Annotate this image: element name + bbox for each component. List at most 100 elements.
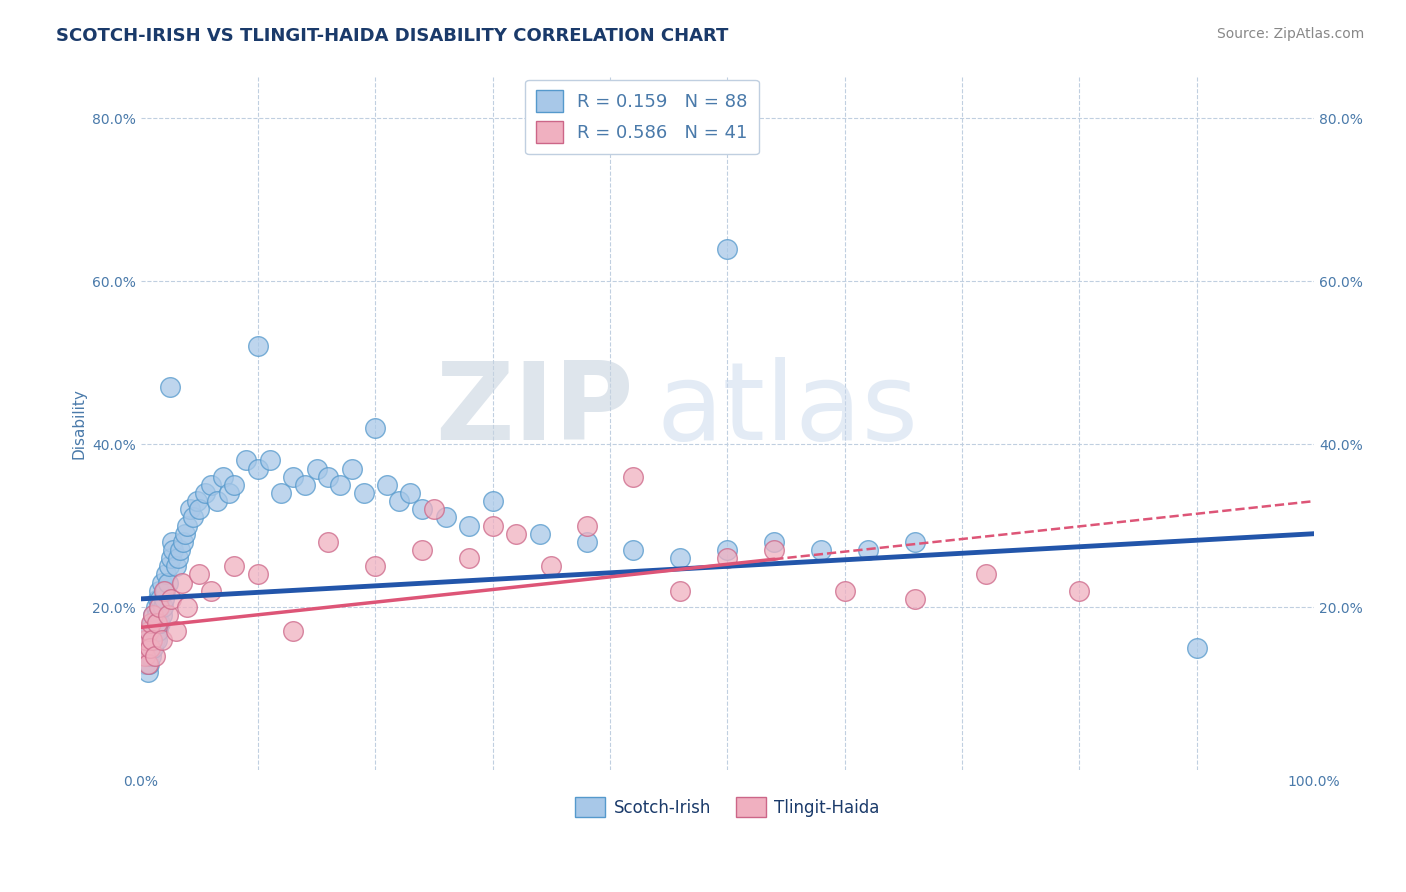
Point (148, 600, 170, 615)
Point (167, 551, 190, 566)
Point (136, 640, 159, 655)
Point (623, 469, 645, 483)
Point (434, 510, 457, 524)
Point (143, 616, 166, 631)
Legend: Scotch-Irish, Tlingit-Haida: Scotch-Irish, Tlingit-Haida (568, 790, 886, 824)
Point (141, 632, 163, 647)
Point (318, 469, 340, 483)
Point (458, 518, 481, 533)
Point (375, 478, 398, 492)
Point (138, 624, 160, 639)
Point (142, 608, 165, 623)
Point (270, 486, 292, 500)
Point (136, 657, 159, 671)
Point (135, 648, 157, 663)
Point (176, 600, 198, 615)
Point (176, 518, 198, 533)
Point (481, 494, 503, 508)
Point (162, 543, 184, 558)
Point (135, 632, 157, 647)
Point (353, 486, 375, 500)
Point (139, 640, 162, 655)
Point (669, 551, 692, 566)
Point (143, 632, 166, 647)
Point (281, 469, 304, 483)
Point (141, 632, 163, 647)
Point (305, 461, 328, 475)
Point (246, 461, 269, 475)
Point (235, 453, 257, 467)
Point (145, 600, 167, 615)
Point (423, 502, 446, 516)
Text: atlas: atlas (657, 357, 920, 463)
Point (139, 640, 162, 655)
Point (157, 559, 180, 574)
Point (169, 543, 191, 558)
Point (132, 640, 155, 655)
Point (153, 583, 176, 598)
Point (148, 616, 170, 631)
Point (146, 624, 169, 639)
Point (132, 640, 155, 655)
Point (138, 657, 160, 671)
Point (141, 616, 163, 631)
Point (160, 591, 183, 606)
Point (156, 608, 179, 623)
Point (146, 632, 169, 647)
Point (155, 567, 177, 582)
Point (153, 591, 176, 606)
Point (142, 608, 165, 623)
Point (399, 486, 422, 500)
Point (135, 632, 157, 647)
Point (716, 242, 738, 256)
Point (259, 453, 281, 467)
Point (575, 534, 598, 549)
Point (294, 478, 316, 492)
Point (623, 543, 645, 558)
Point (974, 567, 997, 582)
Point (148, 583, 170, 598)
Point (141, 640, 163, 655)
Point (150, 608, 173, 623)
Text: ZIP: ZIP (434, 357, 634, 463)
Point (575, 518, 598, 533)
Point (763, 543, 786, 558)
Point (156, 575, 179, 590)
Point (529, 526, 551, 541)
Point (856, 543, 879, 558)
Point (179, 502, 201, 516)
Point (205, 494, 228, 508)
Point (716, 551, 738, 566)
Point (138, 648, 160, 663)
Point (246, 339, 269, 353)
Point (146, 591, 169, 606)
Point (146, 616, 169, 631)
Point (411, 502, 433, 516)
Point (150, 575, 173, 590)
Point (134, 648, 156, 663)
Point (200, 478, 222, 492)
Point (904, 534, 927, 549)
Point (139, 624, 162, 639)
Point (165, 559, 187, 574)
Point (388, 494, 411, 508)
Point (834, 583, 856, 598)
Point (146, 608, 169, 623)
Point (505, 526, 527, 541)
Point (165, 624, 187, 639)
Y-axis label: Disability: Disability (72, 388, 86, 459)
Point (153, 583, 176, 598)
Point (458, 551, 481, 566)
Point (136, 665, 159, 680)
Point (160, 534, 183, 549)
Point (145, 624, 167, 639)
Point (340, 461, 363, 475)
Point (149, 591, 172, 606)
Point (411, 543, 433, 558)
Point (540, 559, 562, 574)
Point (174, 526, 197, 541)
Point (188, 567, 211, 582)
Point (318, 534, 340, 549)
Point (160, 551, 183, 566)
Point (810, 543, 832, 558)
